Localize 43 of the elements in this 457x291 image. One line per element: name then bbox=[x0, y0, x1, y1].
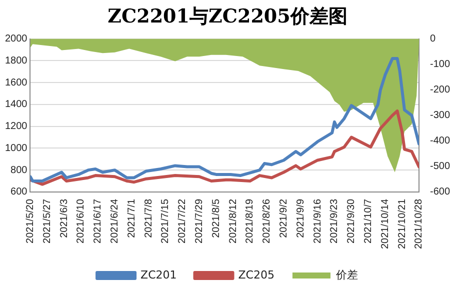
x-tick-label: 2021/7/1 bbox=[126, 198, 138, 238]
x-tick-label: 2021/9/16 bbox=[312, 198, 324, 244]
x-tick-label: 2021/7/15 bbox=[160, 198, 172, 244]
y-tick-label: 1000 bbox=[4, 142, 28, 154]
y2-tick-label: -300 bbox=[430, 110, 450, 122]
x-tick-label: 2021/7/8 bbox=[143, 198, 154, 238]
x-tick-label: 2021/8/26 bbox=[262, 198, 273, 244]
y2-tick-label: -500 bbox=[430, 161, 450, 172]
y2-tick-label: -200 bbox=[430, 84, 450, 96]
y-tick-label: 1400 bbox=[4, 99, 28, 110]
legend-label: 价差 bbox=[334, 268, 358, 282]
y2-tick-label: -100 bbox=[430, 59, 450, 70]
x-tick-label: 2021/10/14 bbox=[380, 198, 391, 250]
chart-title: ZC2201与ZC2205价差图 bbox=[108, 5, 348, 28]
legend-label: ZC201 bbox=[140, 268, 177, 282]
x-tick-label: 2021/10/28 bbox=[414, 198, 425, 250]
x-tick-label: 2021/6/3 bbox=[58, 198, 70, 238]
y2-tick-label: -600 bbox=[430, 186, 450, 198]
x-tick-label: 2021/10/7 bbox=[363, 198, 374, 244]
x-tick-label: 2021/6/10 bbox=[76, 198, 87, 244]
x-tick-label: 2021/7/29 bbox=[194, 198, 206, 244]
x-tick-label: 2021/10/21 bbox=[396, 198, 408, 250]
x-tick-label: 2021/6/24 bbox=[110, 198, 121, 244]
y-tick-label: 800 bbox=[10, 164, 28, 176]
x-tick-label: 2021/7/22 bbox=[177, 198, 188, 244]
y-tick-label: 1200 bbox=[4, 121, 28, 132]
y2-tick-label: -400 bbox=[430, 136, 450, 147]
x-tick-label: 2021/8/5 bbox=[210, 198, 222, 238]
x-tick-label: 2021/9/2 bbox=[278, 198, 290, 238]
x-tick-label: 2021/8/12 bbox=[228, 198, 239, 244]
x-tick-label: 2021/9/9 bbox=[295, 198, 306, 238]
x-tick-label: 2021/6/17 bbox=[92, 198, 104, 244]
legend-label: ZC205 bbox=[238, 268, 274, 282]
x-tick-label: 2021/5/27 bbox=[42, 198, 53, 244]
x-tick-label: 2021/9/30 bbox=[346, 198, 358, 244]
y-tick-label: 1600 bbox=[4, 77, 28, 88]
y2-tick-label: 0 bbox=[430, 34, 436, 45]
x-tick-label: 2021/8/19 bbox=[244, 198, 256, 244]
y-tick-label: 2000 bbox=[4, 34, 28, 45]
y-tick-label: 600 bbox=[10, 186, 28, 198]
y-tick-label: 1800 bbox=[4, 55, 28, 66]
x-tick-label: 2021/5/20 bbox=[24, 198, 36, 244]
x-tick-label: 2021/9/23 bbox=[329, 198, 340, 244]
